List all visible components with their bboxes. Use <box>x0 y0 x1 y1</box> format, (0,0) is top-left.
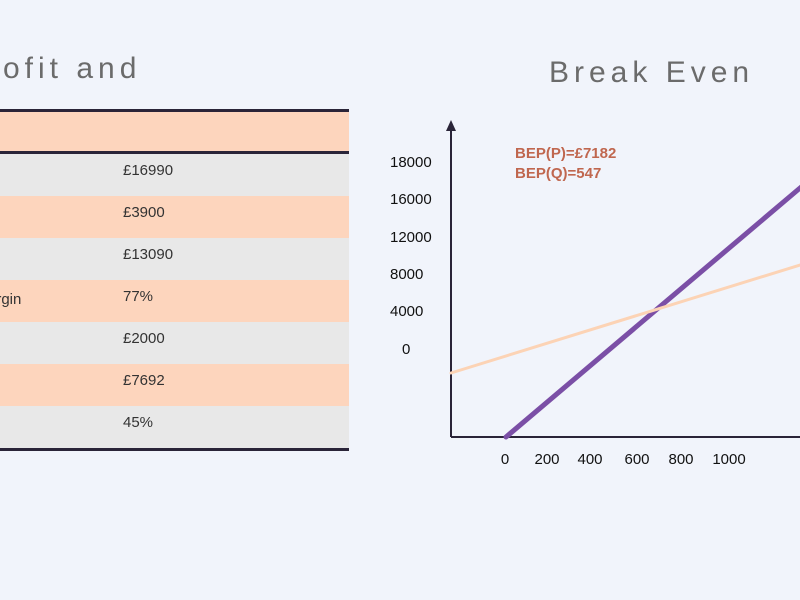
table-row: argin 77% <box>0 280 349 322</box>
series-line-1 <box>503 184 800 440</box>
x-tick-label: 400 <box>577 451 602 468</box>
x-tick-label: 600 <box>624 451 649 468</box>
profit-table: £16990 £3900 £13090 argin 77% £2000 £7692 in45% <box>0 109 349 451</box>
table-row: in45% <box>0 406 349 448</box>
table-row: £13090 <box>0 238 349 280</box>
row-value: £7692 <box>123 372 165 389</box>
row-value: 77% <box>123 288 154 305</box>
x-tick-label: 1000 <box>712 451 745 468</box>
y-tick-label: 8000 <box>390 266 423 283</box>
bep-annotation: BEP(P)=£7182 <box>515 145 616 162</box>
bep-annotation: BEP(Q)=547 <box>515 165 601 182</box>
series-line-2 <box>449 263 800 375</box>
y-tick-label: 16000 <box>390 191 432 208</box>
y-tick-label: 4000 <box>390 303 423 320</box>
row-label: argin <box>0 291 22 308</box>
x-tick-label: 0 <box>501 451 509 468</box>
row-value: £16990 <box>123 162 174 179</box>
table-row: £2000 <box>0 322 349 364</box>
table-header <box>0 112 349 154</box>
table-row: £16990 <box>0 154 349 196</box>
x-tick-label: 200 <box>534 451 559 468</box>
break-even-title: Break Even <box>549 56 754 89</box>
table-row: £7692 <box>0 364 349 406</box>
row-value: 45% <box>123 414 154 431</box>
x-tick-label: 800 <box>668 451 693 468</box>
y-axis-arrow-icon <box>446 120 456 131</box>
table-row: £3900 <box>0 196 349 238</box>
y-tick-label: 12000 <box>390 229 432 246</box>
y-tick-label: 18000 <box>390 154 432 171</box>
left-slide-title: rofit and <box>0 52 142 85</box>
row-value: £2000 <box>123 330 165 347</box>
row-value: £3900 <box>123 204 165 221</box>
row-value: £13090 <box>123 246 174 263</box>
y-tick-label: 0 <box>402 341 410 358</box>
